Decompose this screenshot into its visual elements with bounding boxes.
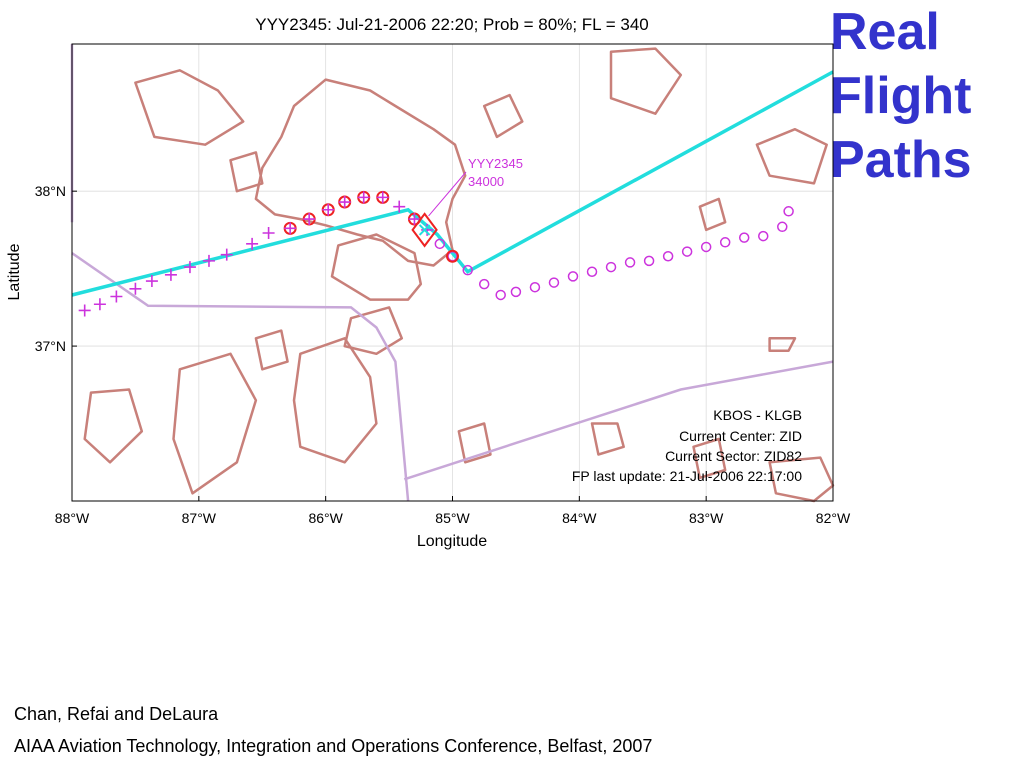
aircraft-callsign: YYY2345 — [468, 156, 523, 171]
info-center: Current Center: ZID — [679, 428, 802, 444]
sector-boundary-line — [71, 252, 410, 502]
history-position-marker — [376, 191, 389, 204]
sector-boundary-line — [403, 360, 834, 481]
aircraft-altitude: 34000 — [468, 174, 504, 189]
history-position-marker — [357, 191, 370, 204]
history-position-marker — [338, 196, 351, 209]
weather-cell-outline — [482, 93, 524, 139]
weather-cell-outline — [343, 306, 404, 356]
x-axis-label: Longitude — [417, 533, 487, 550]
tick-layer: 88°W 87°W 86°W 85°W 84°W 83°W 82°W 38°N 37°N — [35, 183, 851, 526]
weather-cell-outline — [692, 437, 727, 480]
projected-position-marker — [643, 255, 655, 267]
x-tick-label: 82°W — [816, 510, 851, 526]
projected-position-marker — [605, 261, 617, 273]
flight-plan-line — [71, 70, 834, 297]
history-position-marker — [284, 222, 297, 235]
projected-position-marker — [529, 281, 541, 293]
y-tick-label: 37°N — [35, 338, 66, 354]
marker-layer — [78, 171, 794, 317]
flight-plan-layer — [71, 70, 834, 297]
projected-position-marker — [495, 289, 506, 301]
y-tick-label: 38°N — [35, 183, 66, 199]
title-line-3: Paths — [830, 131, 972, 189]
weather-cell-outline — [292, 337, 378, 464]
projected-position-marker — [462, 264, 473, 276]
history-position-marker — [202, 254, 215, 267]
history-position-marker — [145, 275, 158, 288]
weather-cell-outline — [83, 388, 144, 464]
weather-cell-outline — [172, 352, 258, 495]
weather-cell-outline — [768, 337, 797, 352]
y-axis-label: Latitude — [6, 243, 23, 300]
chart-title: YYY2345: Jul-21-2006 22:20; Prob = 80%; … — [255, 15, 648, 34]
projected-position-marker — [624, 257, 636, 268]
history-position-marker — [421, 223, 434, 236]
info-route: KBOS - KLGB — [713, 407, 802, 423]
weather-cell-outline — [330, 233, 423, 301]
history-position-marker — [322, 203, 335, 216]
aircraft-label: YYY2345 34000 — [468, 156, 523, 189]
weather-cell-outline — [609, 47, 683, 115]
weather-cell-outline — [457, 422, 492, 464]
weather-cell-outline — [755, 127, 828, 185]
projected-position-marker — [434, 238, 446, 250]
projected-position-marker — [757, 230, 769, 242]
projected-position-marker — [510, 286, 522, 298]
x-tick-label: 85°W — [435, 510, 470, 526]
aircraft-cross-marker — [418, 224, 431, 236]
projected-position-marker — [777, 221, 788, 233]
x-tick-label: 84°W — [562, 510, 597, 526]
projected-position-marker — [478, 278, 490, 290]
projected-position-marker — [719, 237, 731, 248]
history-position-marker — [110, 290, 123, 303]
weather-cell-outline — [134, 69, 245, 146]
x-tick-label: 83°W — [689, 510, 724, 526]
info-sector: Current Sector: ZID82 — [665, 448, 802, 464]
history-position-marker — [303, 213, 316, 226]
aircraft-label-leader — [428, 171, 467, 217]
aircraft-position-marker — [411, 212, 438, 248]
projected-position-marker — [700, 241, 712, 253]
history-position-marker — [393, 200, 406, 213]
weather-cell-outline — [768, 456, 835, 503]
history-position-marker — [129, 282, 142, 295]
history-position-marker — [78, 304, 91, 317]
x-tick-label: 88°W — [55, 510, 90, 526]
weather-layer — [83, 47, 835, 503]
info-box: KBOS - KLGB Current Center: ZID Current … — [572, 407, 802, 484]
history-position-marker — [93, 298, 106, 311]
history-position-marker — [408, 213, 421, 226]
weather-cell-outline — [254, 329, 289, 371]
title-line-2: Flight — [830, 67, 972, 125]
x-tick-label: 87°W — [182, 510, 217, 526]
info-update: FP last update: 21-Jul-2006 22:17:00 — [572, 468, 802, 484]
history-position-marker — [220, 248, 233, 261]
projected-position-marker — [783, 206, 794, 217]
x-tick-label: 86°W — [308, 510, 343, 526]
weather-cell-outline — [229, 151, 264, 193]
projected-position-marker — [681, 246, 693, 257]
history-position-marker — [246, 237, 259, 250]
history-position-marker — [183, 261, 196, 274]
citation-authors: Chan, Refai and DeLaura — [14, 704, 219, 724]
slide-title: Real Flight Paths — [830, 0, 1020, 192]
citation-venue: AIAA Aviation Technology, Integration an… — [14, 736, 653, 756]
deviation-marker — [446, 249, 459, 263]
projected-position-marker — [662, 250, 674, 262]
weather-cell-outline — [698, 197, 727, 232]
history-position-marker — [262, 226, 275, 239]
weather-cell-outline — [254, 78, 467, 267]
title-line-1: Real — [830, 3, 940, 61]
projected-position-marker — [586, 266, 598, 277]
projected-position-marker — [548, 277, 560, 288]
history-position-marker — [164, 268, 177, 281]
projected-position-marker — [567, 271, 579, 282]
weather-cell-outline — [590, 422, 625, 456]
projected-position-marker — [738, 232, 750, 243]
